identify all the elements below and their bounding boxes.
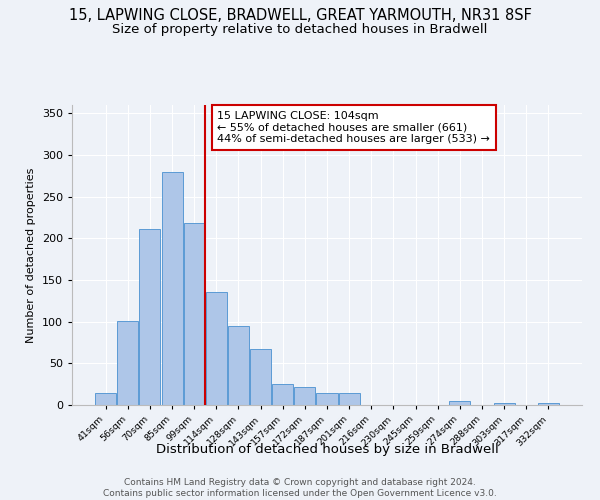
Bar [161,172,182,405]
Bar [538,404,559,405]
Bar [338,394,359,405]
Bar [206,292,227,405]
Bar [139,229,160,405]
Bar [184,222,205,405]
Bar [228,326,249,405]
Bar [118,321,139,405]
Text: Contains HM Land Registry data © Crown copyright and database right 2024.
Contai: Contains HM Land Registry data © Crown c… [103,478,497,498]
Bar [295,386,316,405]
Bar [449,401,470,405]
Text: 15 LAPWING CLOSE: 104sqm
← 55% of detached houses are smaller (661)
44% of semi-: 15 LAPWING CLOSE: 104sqm ← 55% of detach… [217,111,490,144]
Y-axis label: Number of detached properties: Number of detached properties [26,168,36,342]
Bar [95,392,116,405]
Text: Distribution of detached houses by size in Bradwell: Distribution of detached houses by size … [155,442,499,456]
Bar [250,349,271,405]
Text: Size of property relative to detached houses in Bradwell: Size of property relative to detached ho… [112,22,488,36]
Text: 15, LAPWING CLOSE, BRADWELL, GREAT YARMOUTH, NR31 8SF: 15, LAPWING CLOSE, BRADWELL, GREAT YARMO… [68,8,532,22]
Bar [316,394,338,405]
Bar [494,402,515,405]
Bar [272,384,293,405]
